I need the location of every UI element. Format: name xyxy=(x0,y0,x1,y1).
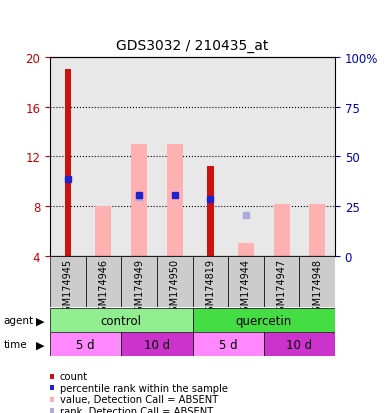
Text: agent: agent xyxy=(4,316,34,325)
Bar xyxy=(300,256,335,308)
Bar xyxy=(264,332,335,356)
Bar xyxy=(264,256,300,308)
Bar xyxy=(121,58,157,256)
Text: GSM174945: GSM174945 xyxy=(63,259,73,318)
Text: 5 d: 5 d xyxy=(219,338,238,351)
Bar xyxy=(228,58,264,256)
Bar xyxy=(50,58,85,256)
Text: GSM174946: GSM174946 xyxy=(99,259,109,318)
Text: GSM174947: GSM174947 xyxy=(276,259,286,318)
Bar xyxy=(300,58,335,256)
Bar xyxy=(238,244,254,256)
Bar xyxy=(157,58,192,256)
Bar xyxy=(192,309,335,332)
Bar xyxy=(95,206,112,256)
Bar xyxy=(192,332,264,356)
Bar xyxy=(131,145,147,256)
Bar xyxy=(264,58,300,256)
Bar xyxy=(157,256,192,308)
Bar xyxy=(50,309,192,332)
Bar xyxy=(85,58,121,256)
Text: GSM174950: GSM174950 xyxy=(170,259,180,318)
Text: time: time xyxy=(4,339,27,349)
Text: control: control xyxy=(101,314,142,327)
Bar xyxy=(309,204,325,256)
Text: GSM174949: GSM174949 xyxy=(134,259,144,318)
Text: value, Detection Call = ABSENT: value, Detection Call = ABSENT xyxy=(60,394,218,404)
Bar xyxy=(85,256,121,308)
Bar xyxy=(121,332,192,356)
Bar xyxy=(50,256,85,308)
Bar xyxy=(65,70,71,256)
Text: 5 d: 5 d xyxy=(76,338,95,351)
Text: quercetin: quercetin xyxy=(236,314,292,327)
Text: GSM174944: GSM174944 xyxy=(241,259,251,318)
Bar xyxy=(273,204,290,256)
Bar xyxy=(228,256,264,308)
Text: count: count xyxy=(60,371,88,381)
Text: GSM174948: GSM174948 xyxy=(312,259,322,318)
Text: GSM174819: GSM174819 xyxy=(205,259,215,318)
Text: percentile rank within the sample: percentile rank within the sample xyxy=(60,383,228,393)
Text: ▶: ▶ xyxy=(36,339,44,349)
Text: 10 d: 10 d xyxy=(144,338,170,351)
Bar xyxy=(192,58,228,256)
Bar xyxy=(121,256,157,308)
Bar xyxy=(50,332,121,356)
Bar xyxy=(192,256,228,308)
Bar xyxy=(167,145,183,256)
Text: rank, Detection Call = ABSENT: rank, Detection Call = ABSENT xyxy=(60,406,213,413)
Bar xyxy=(207,167,214,256)
Title: GDS3032 / 210435_at: GDS3032 / 210435_at xyxy=(116,39,269,52)
Text: ▶: ▶ xyxy=(36,316,44,325)
Text: 10 d: 10 d xyxy=(286,338,312,351)
